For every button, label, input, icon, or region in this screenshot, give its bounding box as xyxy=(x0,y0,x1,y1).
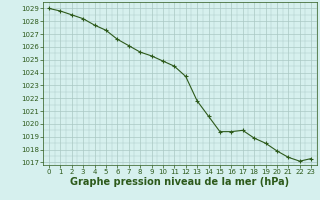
X-axis label: Graphe pression niveau de la mer (hPa): Graphe pression niveau de la mer (hPa) xyxy=(70,177,290,187)
